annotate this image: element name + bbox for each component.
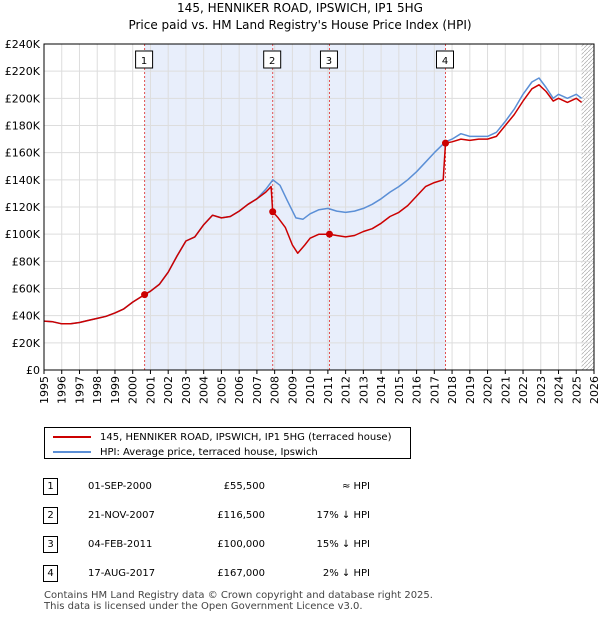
plot-frame xyxy=(43,43,595,371)
price-chart: 145, HENNIKER ROAD, IPSWICH, IP1 5HG Pri… xyxy=(5,1,600,404)
y-tick-label: £40K xyxy=(12,310,41,323)
x-tick-label: 2023 xyxy=(535,376,548,404)
transaction-number-badge: 1 xyxy=(43,478,58,495)
y-tick-label: £220K xyxy=(5,65,41,78)
table-row: 3 04-FEB-2011 £100,000 15% ↓ HPI xyxy=(43,530,370,559)
x-tick-label: 2001 xyxy=(144,376,157,404)
x-tick-label: 2007 xyxy=(251,376,264,404)
y-tick-label: £160K xyxy=(5,147,41,160)
transaction-date: 01-SEP-2000 xyxy=(88,481,152,492)
y-tick-label: £60K xyxy=(12,283,41,296)
transaction-price: £116,500 xyxy=(217,510,265,521)
y-tick-label: £20K xyxy=(12,337,41,350)
x-tick-label: 2015 xyxy=(393,376,406,404)
x-tick-label: 2017 xyxy=(428,376,441,404)
transaction-date: 21-NOV-2007 xyxy=(88,510,155,521)
transaction-hpi-relation: 15% ↓ HPI xyxy=(316,539,370,550)
x-tick-label: 2005 xyxy=(215,376,228,404)
x-tick-label: 2021 xyxy=(499,376,512,404)
transaction-price: £167,000 xyxy=(217,568,265,579)
sale-number-label: 2 xyxy=(269,56,275,67)
footer-line-licence: This data is licensed under the Open Gov… xyxy=(44,601,363,612)
x-tick-label: 1997 xyxy=(73,376,86,404)
transaction-hpi-relation: 17% ↓ HPI xyxy=(316,510,370,521)
x-tick-label: 2002 xyxy=(162,376,175,404)
x-tick-label: 2026 xyxy=(588,376,600,404)
x-tick-label: 1995 xyxy=(38,376,51,404)
x-tick-label: 2020 xyxy=(482,376,495,404)
transaction-date: 04-FEB-2011 xyxy=(88,539,153,550)
sale-number-label: 3 xyxy=(326,56,332,67)
y-tick-label: £140K xyxy=(5,174,41,187)
transaction-hpi-relation: 2% ↓ HPI xyxy=(322,568,370,579)
transaction-number-badge: 3 xyxy=(43,536,58,553)
sale-number-label: 4 xyxy=(442,56,448,67)
x-tick-label: 2010 xyxy=(304,376,317,404)
footer-line-copyright: Contains HM Land Registry data © Crown c… xyxy=(44,590,433,601)
sale-number-box xyxy=(319,50,338,69)
x-tick-label: 2004 xyxy=(198,376,211,404)
y-tick-label: £180K xyxy=(5,120,41,133)
x-tick-label: 2009 xyxy=(286,376,299,404)
sale-number-box xyxy=(263,50,282,69)
sale-point xyxy=(269,208,277,216)
x-tick-label: 1996 xyxy=(56,376,69,404)
legend-item-hpi: HPI: Average price, terraced house, Ipsw… xyxy=(53,445,318,459)
table-row: 4 17-AUG-2017 £167,000 2% ↓ HPI xyxy=(43,559,370,588)
legend-swatch-hpi xyxy=(53,451,91,453)
table-row: 2 21-NOV-2007 £116,500 17% ↓ HPI xyxy=(43,501,370,530)
legend-swatch-property xyxy=(53,436,91,438)
chart-subtitle: Price paid vs. HM Land Registry's House … xyxy=(128,18,471,32)
sale-number-label: 1 xyxy=(141,56,147,67)
transaction-date: 17-AUG-2017 xyxy=(88,568,156,579)
x-tick-label: 2016 xyxy=(411,376,424,404)
transaction-price: £55,500 xyxy=(223,481,265,492)
y-tick-label: £80K xyxy=(12,255,41,268)
legend-item-property: 145, HENNIKER ROAD, IPSWICH, IP1 5HG (te… xyxy=(53,430,391,444)
legend-label-property: 145, HENNIKER ROAD, IPSWICH, IP1 5HG (te… xyxy=(100,431,392,443)
transactions-table: 1 01-SEP-2000 £55,500 ≈ HPI 2 21-NOV-200… xyxy=(43,472,370,588)
transaction-hpi-relation: ≈ HPI xyxy=(341,481,370,492)
transaction-number-badge: 4 xyxy=(43,565,58,582)
x-tick-label: 2019 xyxy=(464,376,477,404)
x-tick-label: 2022 xyxy=(517,376,530,404)
x-tick-label: 2008 xyxy=(269,376,282,404)
sale-number-box xyxy=(135,50,154,69)
legend-label-hpi: HPI: Average price, terraced house, Ipsw… xyxy=(100,446,318,458)
table-row: 1 01-SEP-2000 £55,500 ≈ HPI xyxy=(43,472,370,501)
x-tick-label: 2011 xyxy=(322,376,335,404)
chart-title: 145, HENNIKER ROAD, IPSWICH, IP1 5HG xyxy=(177,1,423,15)
sale-number-box xyxy=(436,50,454,69)
sale-point xyxy=(141,291,149,299)
y-tick-label: £0 xyxy=(26,364,40,377)
x-tick-label: 2000 xyxy=(127,376,140,404)
sale-point xyxy=(442,139,449,147)
x-tick-label: 2025 xyxy=(570,376,583,404)
transaction-price: £100,000 xyxy=(217,539,265,550)
x-tick-label: 2018 xyxy=(446,376,459,404)
x-tick-label: 1998 xyxy=(91,376,104,404)
transaction-number-badge: 2 xyxy=(43,507,58,524)
y-tick-label: £200K xyxy=(5,92,41,105)
y-tick-label: £240K xyxy=(5,38,41,51)
x-tick-label: 2014 xyxy=(375,376,388,404)
y-tick-label: £100K xyxy=(5,228,41,241)
x-tick-label: 2012 xyxy=(340,376,353,404)
x-tick-label: 2013 xyxy=(357,376,370,404)
x-tick-label: 2003 xyxy=(180,376,193,404)
x-tick-label: 2024 xyxy=(553,376,566,404)
x-tick-label: 1999 xyxy=(109,376,122,404)
x-tick-label: 2006 xyxy=(233,376,246,404)
y-tick-label: £120K xyxy=(5,201,41,214)
legend: 145, HENNIKER ROAD, IPSWICH, IP1 5HG (te… xyxy=(44,427,411,459)
sale-point xyxy=(325,230,333,238)
footer-attribution: Contains HM Land Registry data © Crown c… xyxy=(44,590,433,612)
